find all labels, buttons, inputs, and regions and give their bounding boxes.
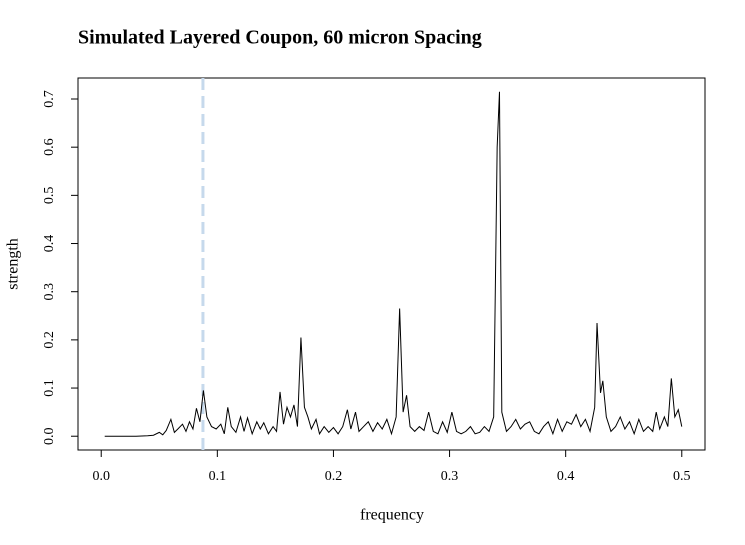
x-tick-label: 0.4 (557, 469, 575, 484)
plot-frame (77, 77, 706, 451)
y-tick-label: 0.6 (42, 138, 57, 156)
spectrum-line (104, 91, 683, 437)
y-tick-label: 0.1 (42, 379, 57, 397)
x-tick-label: 0.3 (441, 469, 459, 484)
x-tick-label: 0.5 (673, 469, 691, 484)
x-tick-label: 0.2 (325, 469, 343, 484)
x-axis-title: frequency (360, 507, 424, 524)
x-tick-label: 0.0 (92, 469, 110, 484)
y-tick-label: 0.0 (42, 427, 57, 445)
y-axis-title: strength (5, 238, 22, 290)
x-tick-label: 0.1 (209, 469, 227, 484)
y-tick-label: 0.4 (42, 235, 57, 253)
y-tick-label: 0.7 (42, 90, 57, 108)
y-tick-label: 0.5 (42, 187, 57, 205)
y-tick-label: 0.3 (42, 283, 57, 301)
chart-title: Simulated Layered Coupon, 60 micron Spac… (78, 27, 482, 49)
y-tick-label: 0.2 (42, 331, 57, 349)
